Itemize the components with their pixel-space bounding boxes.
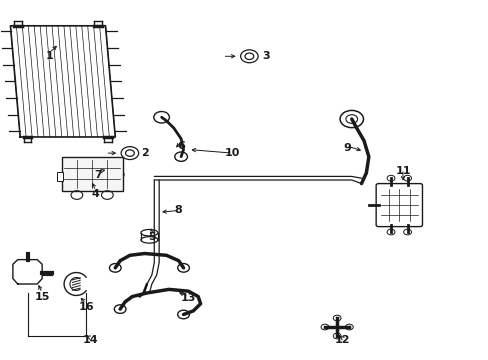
Text: 15: 15 [34, 292, 50, 302]
Text: 4: 4 [92, 189, 100, 199]
Text: 14: 14 [83, 334, 99, 345]
Text: 6: 6 [177, 141, 184, 151]
Text: 8: 8 [174, 206, 182, 216]
Text: 13: 13 [181, 293, 196, 303]
Text: 5: 5 [148, 232, 155, 242]
Bar [57, 172, 62, 180]
Text: 3: 3 [262, 51, 270, 61]
FancyBboxPatch shape [375, 184, 422, 226]
Text: 12: 12 [334, 334, 349, 345]
Text: 7: 7 [94, 170, 102, 180]
Bar [61, 157, 122, 191]
Text: 10: 10 [224, 148, 240, 158]
Text: 11: 11 [394, 166, 410, 176]
Text: 16: 16 [78, 302, 94, 312]
Text: 9: 9 [342, 143, 350, 153]
Text: 2: 2 [141, 148, 148, 158]
Text: 1: 1 [45, 51, 53, 61]
